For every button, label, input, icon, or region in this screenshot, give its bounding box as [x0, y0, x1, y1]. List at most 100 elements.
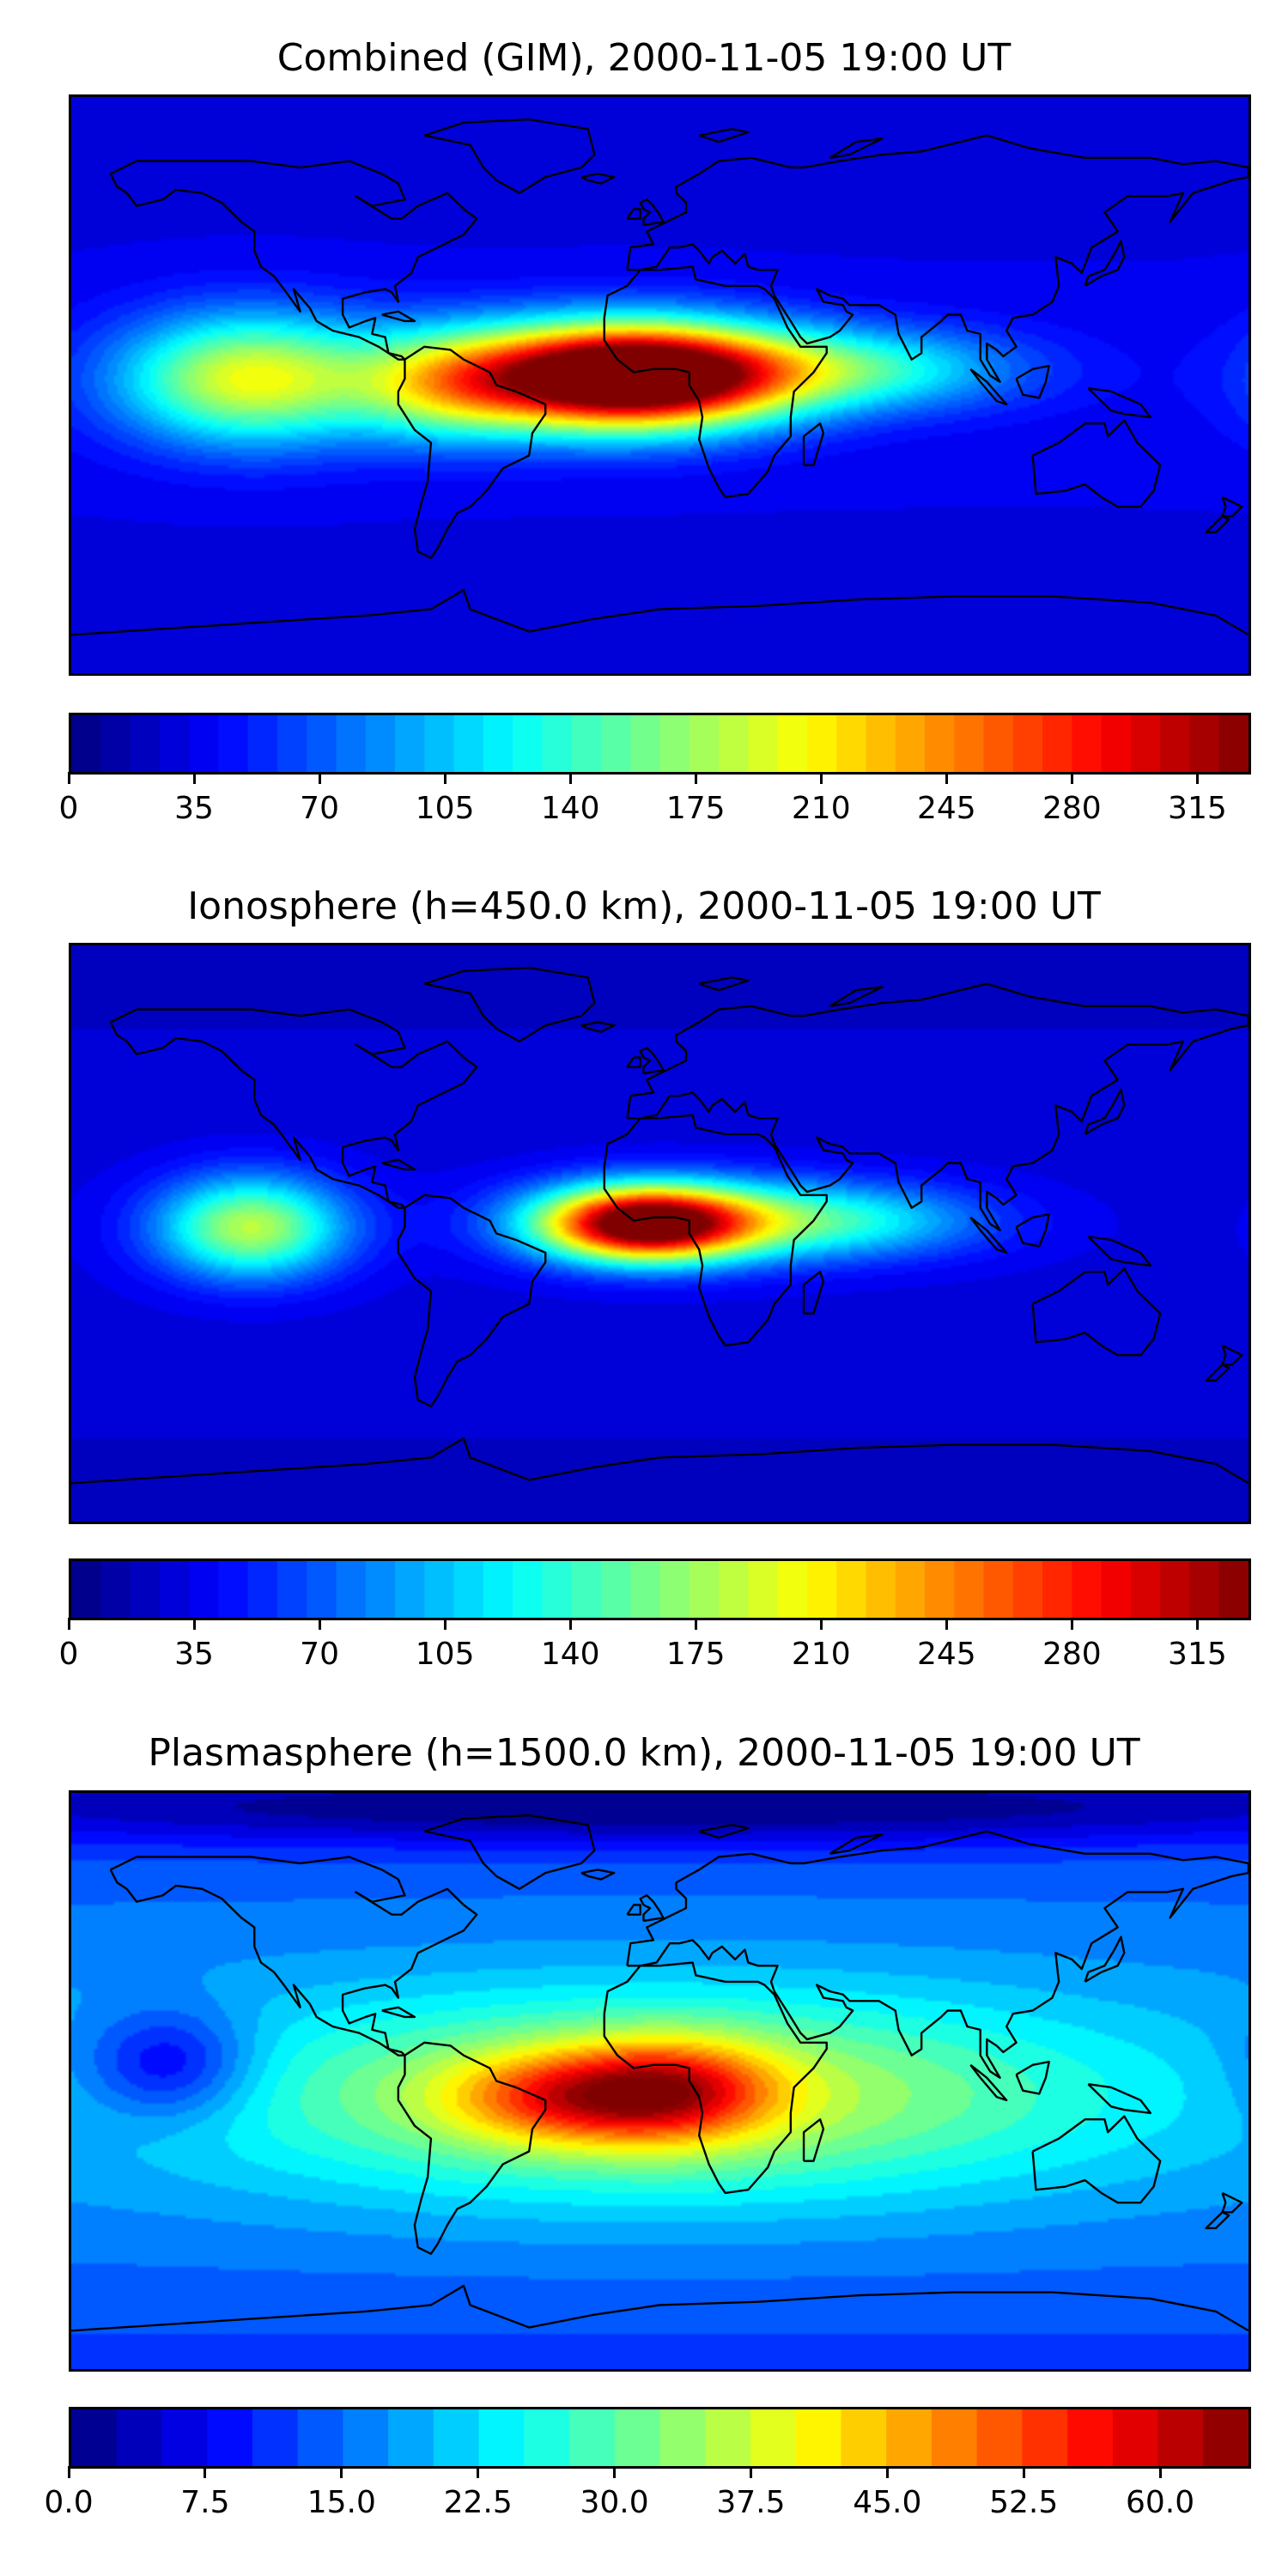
colorbar-swatch — [976, 2409, 1024, 2466]
coastline — [581, 1869, 614, 1879]
coastline — [111, 161, 477, 360]
colorbar-swatch — [388, 2409, 434, 2466]
colorbar-tick-label: 140 — [540, 1637, 600, 1672]
colorbar-tick — [67, 1618, 70, 1630]
coastline — [71, 1438, 1249, 1483]
colorbar-tick — [1022, 2466, 1025, 2478]
colorbar-tick-label: 105 — [415, 791, 475, 826]
colorbar-3-ticks: 0.0 7.5 15.0 22.5 30.0 37.5 45.0 52.5 60.0 — [44, 2466, 1251, 2526]
colorbar-tick-label: 37.5 — [716, 2485, 786, 2520]
coastline — [641, 1048, 664, 1073]
map-3 — [69, 1790, 1251, 2372]
colorbar-tick — [443, 772, 447, 784]
coastline — [830, 987, 883, 1005]
coastline — [1223, 2193, 1242, 2212]
coastline — [71, 2286, 1249, 2330]
colorbar-swatch — [297, 2409, 344, 2466]
colorbar-swatch — [336, 715, 367, 772]
colorbar-swatch — [886, 2409, 933, 2466]
colorbar-swatch — [806, 1561, 837, 1618]
coastline — [1033, 421, 1161, 507]
colorbar-tick-label: 22.5 — [443, 2485, 513, 2520]
colorbar-swatch — [71, 1561, 102, 1618]
colorbar-swatch — [895, 715, 926, 772]
colorbar-tick — [694, 1618, 697, 1630]
colorbar-swatch — [218, 1561, 249, 1618]
coastlines-2 — [71, 968, 1249, 1483]
coastline — [1206, 516, 1229, 532]
coastline — [581, 173, 614, 183]
colorbar-swatch — [614, 2409, 661, 2466]
colorbar-swatch — [1160, 1561, 1191, 1618]
colorbar-tick-label: 70 — [300, 1637, 339, 1672]
coastline — [424, 1815, 594, 1889]
colorbar-tick — [318, 772, 321, 784]
panel-3-title: Plasmasphere (h=1500.0 km), 2000-11-05 1… — [148, 1731, 1140, 1775]
colorbar-tick — [340, 2466, 343, 2478]
colorbar-tick-label: 0 — [58, 791, 79, 826]
colorbar-swatch — [276, 715, 308, 772]
colorbar-swatch — [777, 1561, 808, 1618]
coastline — [605, 1115, 827, 1346]
colorbar-1-ticks: 0 35 70 105 140 175 210 245 280 315 — [59, 772, 1251, 832]
panel-1-title: Combined (GIM), 2000-11-05 19:00 UT — [276, 36, 1012, 80]
colorbar-swatch — [453, 715, 484, 772]
colorbar-swatch — [159, 1561, 190, 1618]
colorbar-swatch — [189, 715, 220, 772]
coastline — [627, 1057, 640, 1066]
colorbar-swatch — [895, 1561, 926, 1618]
colorbar-swatch — [924, 715, 956, 772]
coastline — [627, 1905, 640, 1914]
colorbar-2-ticks: 0 35 70 105 140 175 210 245 280 315 — [59, 1618, 1251, 1678]
colorbar-swatch — [689, 715, 720, 772]
colorbar-tick — [1070, 1618, 1073, 1630]
colorbar-swatch — [483, 1561, 513, 1618]
colorbar-tick-label: 70 — [300, 791, 339, 826]
coastline — [699, 1825, 748, 1838]
colorbar-swatch — [1130, 1561, 1161, 1618]
colorbar-tick — [819, 1618, 823, 1630]
colorbar-swatch — [207, 2409, 253, 2466]
colorbar-swatch — [1218, 715, 1249, 772]
colorbar-swatch — [659, 715, 690, 772]
coastline — [605, 267, 827, 497]
colorbar-swatch — [931, 2409, 978, 2466]
coastline — [382, 312, 415, 321]
colorbar-swatch — [100, 1561, 131, 1618]
coastline — [804, 1272, 823, 1313]
colorbar-tick-label: 60.0 — [1125, 2485, 1195, 2520]
colorbar-2 — [69, 1558, 1251, 1620]
colorbar-swatch — [1067, 2409, 1114, 2466]
colorbar-swatch — [1157, 2409, 1205, 2466]
colorbar-tick-label: 35 — [174, 791, 214, 826]
map-1 — [69, 94, 1251, 676]
colorbar-tick — [945, 1618, 948, 1630]
colorbar-swatch — [513, 1561, 544, 1618]
colorbar-swatch — [433, 2409, 480, 2466]
colorbar-tick-label: 52.5 — [989, 2485, 1059, 2520]
colorbar-swatch — [276, 1561, 308, 1618]
coastlines-1 — [71, 119, 1249, 635]
coastline — [1085, 241, 1125, 286]
colorbar-swatch — [365, 715, 396, 772]
colorbar-tick — [67, 772, 70, 784]
colorbar-swatch — [130, 1561, 161, 1618]
coastline — [830, 1834, 883, 1853]
coastline — [627, 209, 640, 218]
coastline — [605, 1963, 827, 2193]
colorbar-swatch — [750, 2409, 797, 2466]
colorbar-swatch — [343, 2409, 389, 2466]
coastline — [1017, 366, 1049, 398]
colorbar-tick-label: 210 — [791, 791, 851, 826]
colorbar-swatch — [748, 1561, 779, 1618]
colorbar-tick-label: 245 — [916, 1637, 976, 1672]
coastline — [970, 369, 1006, 404]
colorbar-tick — [885, 2466, 889, 2478]
colorbar-swatch — [395, 715, 426, 772]
colorbar-swatch — [1101, 715, 1132, 772]
colorbar-swatch — [836, 715, 867, 772]
colorbar-swatch — [365, 1561, 396, 1618]
colorbar-tick-label: 280 — [1042, 1637, 1102, 1672]
coastline — [581, 1022, 614, 1031]
colorbar-tick — [204, 2466, 207, 2478]
